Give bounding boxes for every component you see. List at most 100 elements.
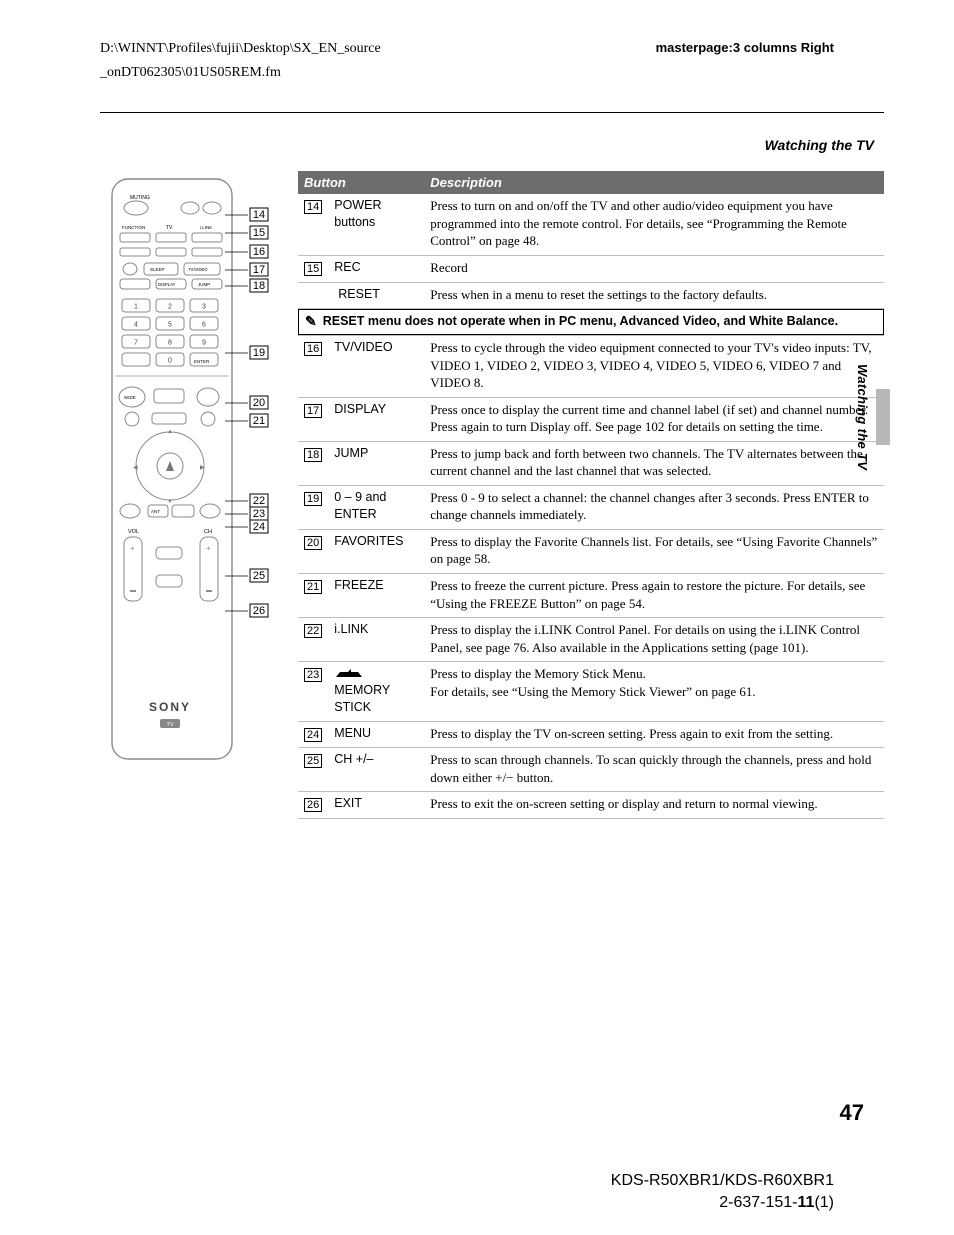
note-box: ✎ RESET menu does not operate when in PC … xyxy=(298,309,884,335)
source-path-2: _onDT062305\01US05REM.fm xyxy=(100,64,884,82)
row-number: 21 xyxy=(304,580,322,594)
description: Press to cycle through the video equipme… xyxy=(424,335,884,397)
callout-18: 18 xyxy=(253,280,265,292)
svg-text:1: 1 xyxy=(134,304,138,311)
footer-model: KDS-R50XBR1/KDS-R60XBR1 xyxy=(611,1170,834,1192)
row-number: 20 xyxy=(304,536,322,550)
button-name: RESET xyxy=(328,282,424,309)
callout-14: 14 xyxy=(253,209,265,221)
svg-text:+: + xyxy=(206,544,211,553)
footer-partno: 2-637-151-11(1) xyxy=(611,1192,834,1214)
svg-text:7: 7 xyxy=(134,340,138,347)
row-number: 19 xyxy=(304,492,322,506)
svg-text:3: 3 xyxy=(202,304,206,311)
callout-25: 25 xyxy=(253,570,265,582)
remote-diagram: MUTING FUNCTION TV i.LINK SLEEP xyxy=(100,171,290,771)
lbl-muting: MUTING xyxy=(130,195,150,201)
lbl-sleep: SLEEP xyxy=(150,267,165,272)
svg-text:▲: ▲ xyxy=(167,429,173,435)
svg-text:2: 2 xyxy=(168,304,172,311)
description: Press to turn on and on/off the TV and o… xyxy=(424,194,884,255)
button-name: POWER buttons xyxy=(328,194,424,255)
callout-17: 17 xyxy=(253,264,265,276)
side-tab-bar xyxy=(876,389,890,445)
description: Press to jump back and forth between two… xyxy=(424,441,884,485)
side-tab: Watching the TV xyxy=(855,364,890,470)
row-number: 16 xyxy=(304,342,322,356)
svg-text:▼: ▼ xyxy=(167,499,173,505)
description: Press to display the Favorite Channels l… xyxy=(424,529,884,573)
section-title: Watching the TV xyxy=(100,137,874,153)
lbl-enter: ENTER xyxy=(194,359,210,364)
side-tab-text: Watching the TV xyxy=(855,364,870,470)
lbl-jump: JUMP xyxy=(198,282,210,287)
button-name: REC xyxy=(328,256,424,283)
row-number: 15 xyxy=(304,262,322,276)
lbl-ant: ANT xyxy=(151,509,160,514)
lbl-wide: WIDE xyxy=(124,395,136,400)
row-number: 17 xyxy=(304,404,322,418)
description: Press to display the Memory Stick Menu.F… xyxy=(424,662,884,722)
brand-sub: TV xyxy=(166,722,173,728)
row-number: 18 xyxy=(304,448,322,462)
svg-text:8: 8 xyxy=(168,340,172,347)
description: Press to display the TV on-screen settin… xyxy=(424,721,884,748)
lbl-display: DISPLAY xyxy=(158,282,176,287)
description: Press 0 - 9 to select a channel: the cha… xyxy=(424,485,884,529)
top-rule xyxy=(100,112,884,113)
callout-20: 20 xyxy=(253,397,265,409)
description: Press when in a menu to reset the settin… xyxy=(424,282,884,309)
lbl-function: FUNCTION xyxy=(122,225,145,230)
th-description: Description xyxy=(424,171,884,194)
svg-text:9: 9 xyxy=(202,340,206,347)
svg-text:◀: ◀ xyxy=(133,465,138,471)
callout-19: 19 xyxy=(253,347,265,359)
memory-stick-icon xyxy=(334,668,364,680)
page-number: 47 xyxy=(840,1100,864,1126)
brand-text: SONY xyxy=(149,700,191,714)
description: Press once to display the current time a… xyxy=(424,397,884,441)
description: Record xyxy=(424,256,884,283)
row-number: 25 xyxy=(304,754,322,768)
svg-text:+: + xyxy=(130,544,135,553)
lbl-tv: TV xyxy=(166,225,173,231)
button-name: TV/VIDEO xyxy=(328,335,424,397)
description: Press to freeze the current picture. Pre… xyxy=(424,574,884,618)
callout-22: 22 xyxy=(253,495,265,507)
button-name: FAVORITES xyxy=(328,529,424,573)
description: Press to display the i.LINK Control Pane… xyxy=(424,618,884,662)
lbl-ch: CH xyxy=(204,529,212,535)
row-number: 26 xyxy=(304,798,322,812)
callout-21: 21 xyxy=(253,415,265,427)
button-name: EXIT xyxy=(328,792,424,819)
svg-text:0: 0 xyxy=(168,358,172,365)
th-button: Button xyxy=(298,171,424,194)
button-name: DISPLAY xyxy=(328,397,424,441)
row-number: 22 xyxy=(304,624,322,638)
callout-16: 16 xyxy=(253,246,265,258)
svg-text:▶: ▶ xyxy=(200,465,205,471)
callout-23: 23 xyxy=(253,508,265,520)
description: Press to scan through channels. To scan … xyxy=(424,748,884,792)
button-name: MENU xyxy=(328,721,424,748)
masterpage-label: masterpage:3 columns Right xyxy=(656,40,834,55)
lbl-tvvideo: TV/VIDEO xyxy=(188,267,208,272)
row-number: 14 xyxy=(304,200,322,214)
lbl-ilink: i.LINK xyxy=(200,225,212,230)
button-name: CH +/– xyxy=(328,748,424,792)
svg-text:6: 6 xyxy=(202,322,206,329)
footer: KDS-R50XBR1/KDS-R60XBR1 2-637-151-11(1) xyxy=(611,1170,834,1213)
lbl-vol: VOL xyxy=(128,529,139,535)
description: Press to exit the on-screen setting or d… xyxy=(424,792,884,819)
button-name: 0 – 9 and ENTER xyxy=(328,485,424,529)
button-name: MEMORY STICK xyxy=(328,662,424,722)
button-name: i.LINK xyxy=(328,618,424,662)
callout-15: 15 xyxy=(253,227,265,239)
row-number: 23 xyxy=(304,668,322,682)
note-text: RESET menu does not operate when in PC m… xyxy=(323,313,838,330)
row-number: 24 xyxy=(304,728,322,742)
callout-26: 26 xyxy=(253,605,265,617)
pencil-icon: ✎ xyxy=(305,313,317,328)
svg-text:5: 5 xyxy=(168,322,172,329)
callout-24: 24 xyxy=(253,521,265,533)
